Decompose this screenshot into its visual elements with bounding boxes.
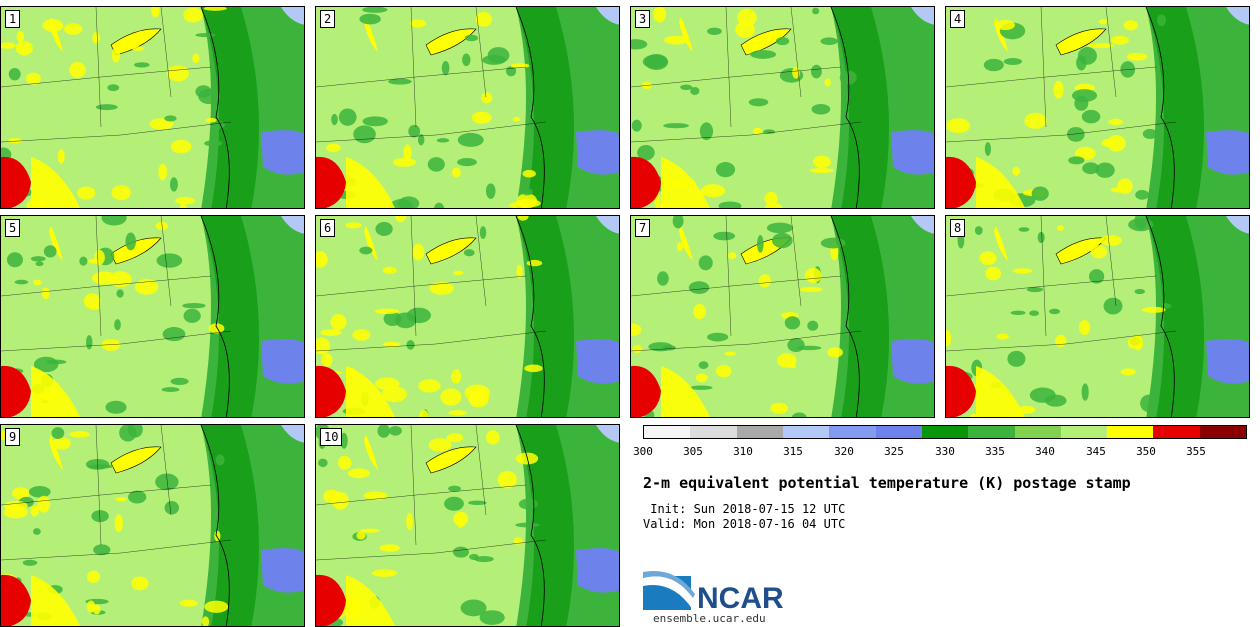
map-field: [946, 7, 1249, 208]
colorbar-bin-3: [782, 426, 830, 438]
colorbar-tick: 300: [633, 445, 653, 458]
svg-text:NCAR: NCAR: [697, 582, 784, 613]
member-panel-9: 9: [0, 424, 305, 627]
colorbar-tick: 335: [985, 445, 1005, 458]
map-field: [1, 216, 304, 417]
colorbar-bin-6: [921, 426, 969, 438]
colorbar-bin-0: [644, 426, 691, 438]
colorbar-tick: 315: [783, 445, 803, 458]
colorbar-tick: 310: [733, 445, 753, 458]
colorbar-bin-9: [1060, 426, 1108, 438]
member-panel-6: 6: [315, 215, 620, 418]
member-panel-10: 10: [315, 424, 620, 627]
init-time: Init: Sun 2018-07-15 12 UTC: [643, 502, 846, 516]
colorbar-bin-10: [1107, 426, 1154, 438]
colorbar-bin-5: [875, 426, 922, 438]
member-panel-1: 1: [0, 6, 305, 209]
colorbar-tick: 350: [1136, 445, 1156, 458]
panel-number: 6: [320, 219, 336, 237]
member-panel-3: 3: [630, 6, 935, 209]
panel-number: 3: [635, 10, 651, 28]
colorbar-tick: 345: [1086, 445, 1106, 458]
map-field: [631, 7, 934, 208]
panel-number: 4: [950, 10, 966, 28]
map-field: [316, 216, 619, 417]
panel-number: 8: [950, 219, 966, 237]
colorbar-tick: 340: [1035, 445, 1055, 458]
member-panel-4: 4: [945, 6, 1250, 209]
member-panel-5: 5: [0, 215, 305, 418]
member-panel-7: 7: [630, 215, 935, 418]
colorbar-bin-1: [690, 426, 737, 438]
colorbar-tick: 330: [935, 445, 955, 458]
panel-number: 2: [320, 10, 336, 28]
colorbar-bin-2: [736, 426, 783, 438]
map-field: [316, 7, 619, 208]
colorbar-bin-11: [1153, 426, 1200, 438]
colorbar: [643, 425, 1247, 439]
map-field: [946, 216, 1249, 417]
panel-number: 7: [635, 219, 651, 237]
product-title: 2-m equivalent potential temperature (K)…: [643, 474, 1131, 492]
site-url: ensemble.ucar.edu: [653, 612, 766, 625]
colorbar-tick: 305: [683, 445, 703, 458]
colorbar-tick: 320: [834, 445, 854, 458]
map-field: [631, 216, 934, 417]
member-panel-8: 8: [945, 215, 1250, 418]
colorbar-bin-8: [1014, 426, 1061, 438]
map-field: [1, 7, 304, 208]
panel-number: 1: [5, 10, 21, 28]
map-field: [316, 425, 619, 626]
ncar-logo: NCAR: [643, 570, 784, 613]
panel-number: 10: [320, 428, 343, 446]
valid-time: Valid: Mon 2018-07-16 04 UTC: [643, 517, 846, 531]
colorbar-bin-7: [968, 426, 1015, 438]
colorbar-tick: 325: [884, 445, 904, 458]
panel-number: 5: [5, 219, 21, 237]
colorbar-bin-12: [1199, 426, 1247, 438]
colorbar-bin-4: [829, 426, 876, 438]
map-field: [1, 425, 304, 626]
panel-number: 9: [5, 428, 21, 446]
member-panel-2: 2: [315, 6, 620, 209]
colorbar-tick: 355: [1186, 445, 1206, 458]
